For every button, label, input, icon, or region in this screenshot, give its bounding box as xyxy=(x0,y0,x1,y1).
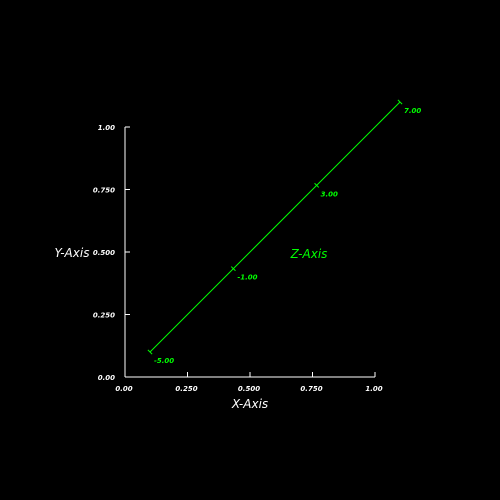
y-tick-label: 0.00 xyxy=(98,374,115,382)
x-tick-label: 0.500 xyxy=(238,385,260,393)
y-tick-label: 1.00 xyxy=(98,124,115,132)
z-axis-ticks xyxy=(147,99,403,355)
x-tick-label: 0.250 xyxy=(175,385,197,393)
x-axis-title: X-Axis xyxy=(231,397,268,411)
y-tick-label: 0.500 xyxy=(93,249,115,257)
z-axis: -5.00 -1.00 3.00 7.00 Z-Axis xyxy=(147,99,421,365)
z-tick xyxy=(397,99,403,105)
z-tick xyxy=(314,182,320,188)
x-axis: 0.00 0.250 0.500 0.750 1.00 X-Axis xyxy=(115,372,383,411)
y-axis: 0.00 0.250 0.500 0.750 1.00 Y-Axis xyxy=(55,124,130,382)
y-axis-tick-labels: 0.00 0.250 0.500 0.750 1.00 xyxy=(93,124,115,382)
y-axis-ticks xyxy=(125,126,130,378)
z-tick-label: -1.00 xyxy=(237,274,257,282)
y-tick-label: 0.250 xyxy=(93,312,115,320)
x-tick-label: 0.750 xyxy=(300,385,322,393)
z-axis-title: Z-Axis xyxy=(290,247,328,261)
x-tick-label: 0.00 xyxy=(115,385,132,393)
z-axis-line xyxy=(149,101,401,353)
z-axis-tick-labels: -5.00 -1.00 3.00 7.00 xyxy=(154,107,421,365)
x-tick-label: 1.00 xyxy=(365,385,382,393)
z-tick-label: -5.00 xyxy=(154,357,174,365)
z-tick-label: 3.00 xyxy=(321,190,338,198)
x-axis-ticks xyxy=(124,372,376,377)
z-tick xyxy=(147,349,153,355)
y-tick-label: 0.750 xyxy=(93,187,115,195)
z-tick-label: 7.00 xyxy=(404,107,421,115)
x-axis-tick-labels: 0.00 0.250 0.500 0.750 1.00 xyxy=(115,385,382,393)
z-tick xyxy=(230,266,236,272)
y-axis-title: Y-Axis xyxy=(55,246,90,260)
